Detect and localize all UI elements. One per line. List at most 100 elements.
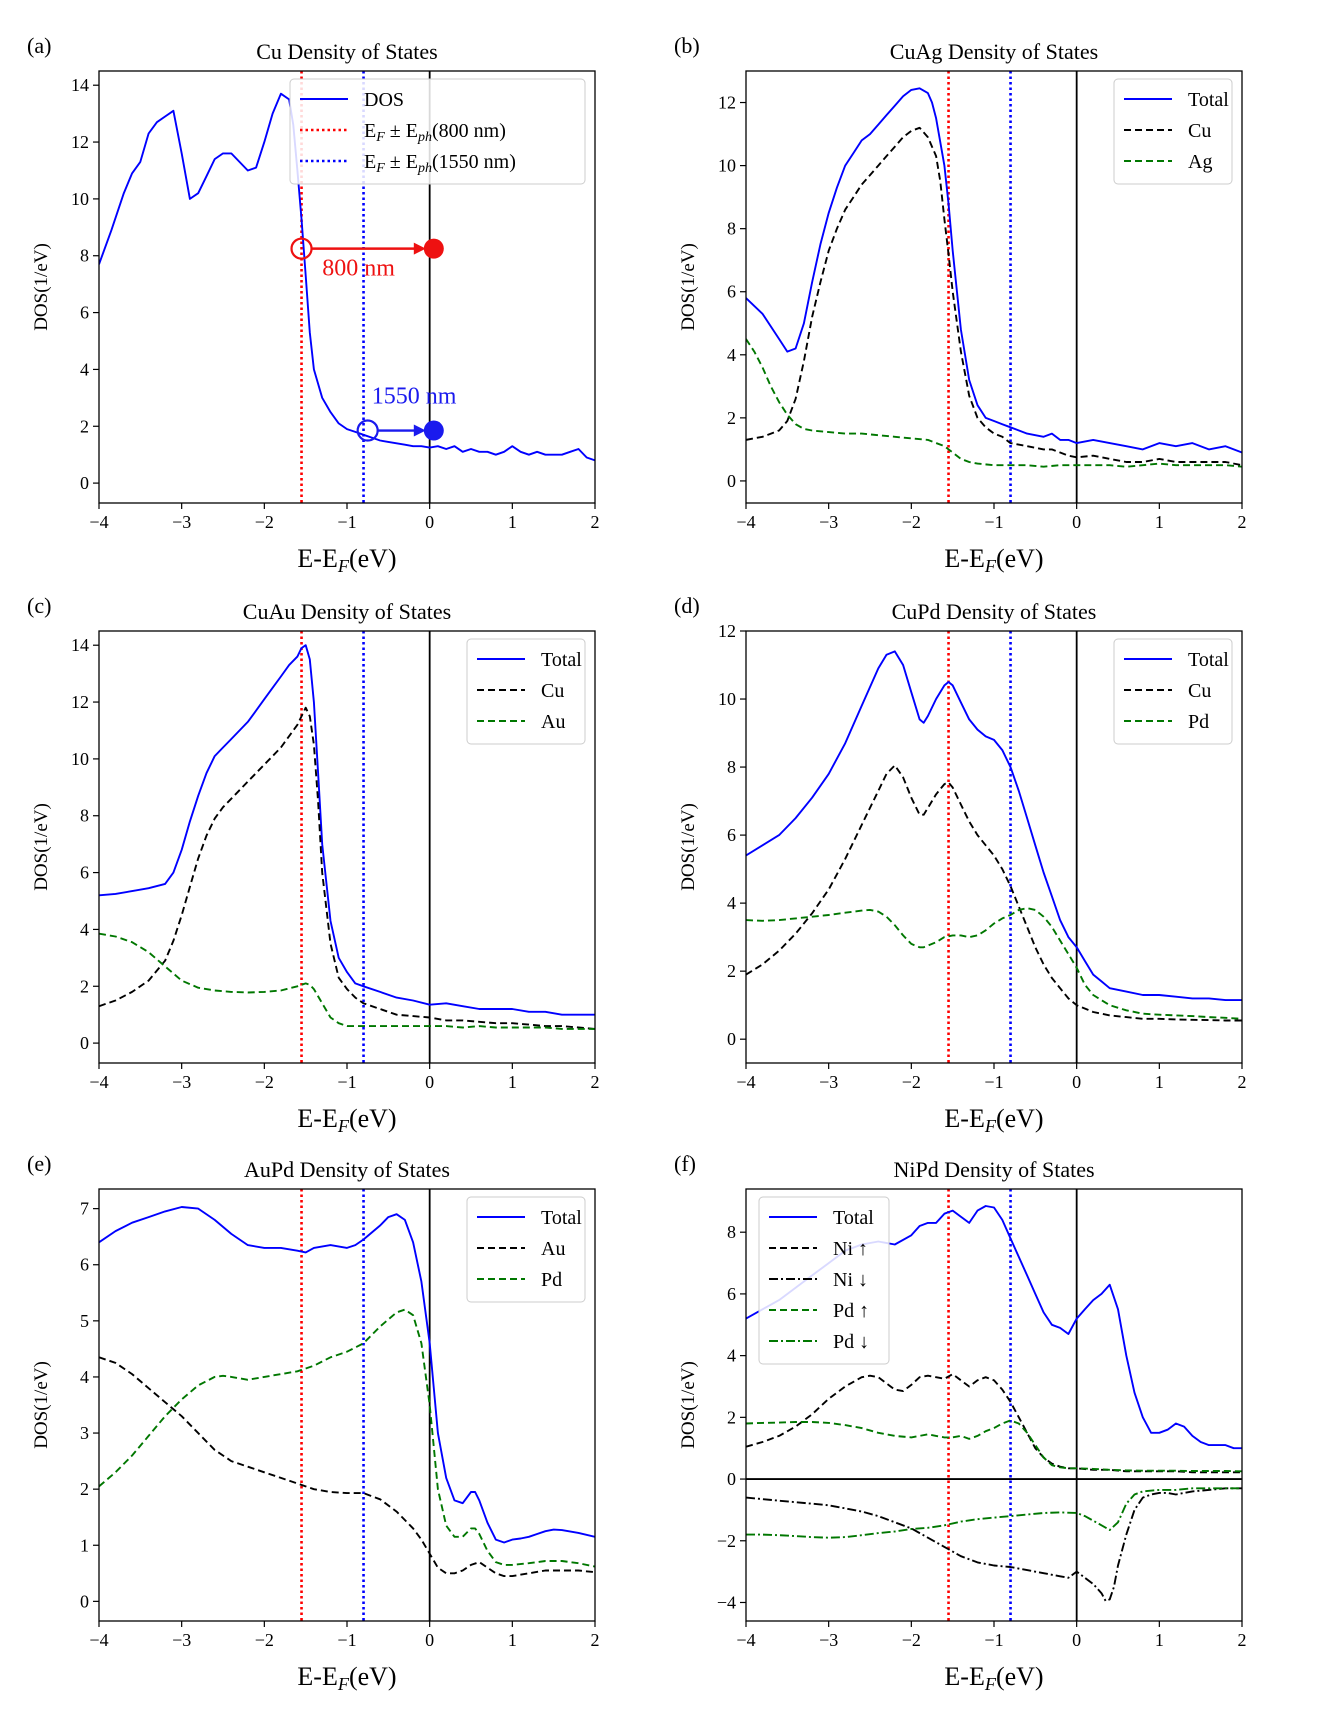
series-pd-line [99, 1308, 595, 1568]
legend-entry: Ag [1188, 151, 1212, 173]
x-axis-label: E-EF(eV) [297, 1662, 396, 1694]
y-tick-label: 0 [727, 1469, 736, 1489]
x-tick-label: 1 [1155, 512, 1164, 532]
wavelength-label: 1550 nm [372, 384, 457, 410]
x-tick-label: −4 [736, 1072, 755, 1092]
x-tick-label: 1 [508, 1630, 517, 1650]
series-dos-line [99, 92, 595, 462]
series-ag-line [746, 338, 1242, 468]
legend-entry: DOS [364, 89, 404, 111]
panel-label: (d) [674, 593, 700, 618]
y-tick-label: 2 [727, 408, 736, 428]
y-tick-label: 2 [727, 961, 736, 981]
x-tick-label: −2 [255, 1630, 274, 1650]
series-cu-line [99, 706, 595, 1030]
y-tick-label: 4 [80, 1367, 89, 1387]
y-tick-label: 8 [727, 1222, 736, 1242]
x-axis-label: E-EF(eV) [944, 544, 1043, 576]
x-tick-label: −3 [819, 1630, 838, 1650]
legend-box [1113, 638, 1233, 745]
y-tick-label: 10 [71, 749, 89, 769]
x-tick-label: 0 [1072, 512, 1081, 532]
legend-entry: Total [833, 1207, 874, 1229]
legend-box [466, 1196, 586, 1303]
y-tick-label: 10 [718, 156, 736, 176]
legend-box [466, 638, 586, 745]
legend-entry: Cu [1188, 120, 1211, 142]
y-tick-label: 0 [727, 1029, 736, 1049]
x-tick-label: −1 [984, 1630, 1003, 1650]
y-tick-label: 8 [80, 806, 89, 826]
y-axis-label: DOS(1/eV) [678, 243, 699, 331]
x-tick-label: 0 [425, 1072, 434, 1092]
x-tick-label: −1 [984, 512, 1003, 532]
x-tick-label: 2 [1238, 512, 1247, 532]
x-tick-label: 0 [1072, 1072, 1081, 1092]
legend-entry: Cu [1188, 680, 1211, 702]
legend: Total Cu Ag [1113, 78, 1233, 185]
x-tick-label: −4 [89, 1630, 108, 1650]
chart-panel-c: (c) CuAu Density of States E-EF(eV) DOS(1/e… [27, 593, 600, 1136]
series-total-line [746, 650, 1242, 1002]
axes-frame [745, 70, 1243, 504]
x-tick-label: −3 [172, 512, 191, 532]
y-tick-label: 0 [80, 473, 89, 493]
series-ni-line [746, 1487, 1242, 1602]
x-axis-label: E-EF(eV) [944, 1104, 1043, 1136]
y-tick-label: 5 [80, 1311, 89, 1331]
y-tick-label: 4 [727, 1346, 736, 1366]
legend-entry: Ni ↑ [833, 1238, 868, 1260]
initial-state-marker [290, 237, 313, 260]
axes-frame [745, 1188, 1243, 1622]
y-tick-label: 4 [727, 345, 736, 365]
x-tick-label: −4 [736, 512, 755, 532]
chart-title: CuPd Density of States [892, 599, 1097, 624]
y-tick-label: 2 [80, 976, 89, 996]
axes-frame [98, 70, 596, 504]
series-total-line [99, 644, 595, 1016]
x-tick-label: −2 [902, 1630, 921, 1650]
y-tick-label: 2 [80, 1479, 89, 1499]
y-axis-label: DOS(1/eV) [31, 1361, 52, 1449]
y-tick-label: 6 [727, 282, 736, 302]
panel-label: (a) [27, 33, 51, 58]
legend-entry: Pd [541, 1269, 562, 1291]
chart-title: CuAu Density of States [243, 599, 451, 624]
x-tick-label: 0 [425, 512, 434, 532]
y-axis-label: DOS(1/eV) [678, 803, 699, 891]
legend: Total Cu Pd [1113, 638, 1233, 745]
x-axis-label: E-EF(eV) [944, 1662, 1043, 1694]
legend-entry: Total [1188, 649, 1229, 671]
chart-title: CuAg Density of States [890, 39, 1098, 64]
x-tick-label: −1 [984, 1072, 1003, 1092]
y-tick-label: −2 [717, 1531, 736, 1551]
legend-box [1113, 78, 1233, 185]
arrow-head [413, 424, 426, 437]
legend-entry: Au [541, 1238, 565, 1260]
y-tick-label: 6 [80, 1255, 89, 1275]
y-tick-label: 0 [80, 1033, 89, 1053]
legend-entry: Total [541, 649, 582, 671]
legend-entry: EF ± Eph(1550 nm) [364, 151, 516, 176]
panel-label: (f) [674, 1151, 696, 1176]
x-tick-label: 1 [508, 512, 517, 532]
y-axis-label: DOS(1/eV) [678, 1361, 699, 1449]
x-tick-label: −3 [172, 1630, 191, 1650]
initial-state-marker [356, 419, 379, 442]
y-tick-label: 10 [718, 689, 736, 709]
legend-entry: Au [541, 711, 565, 733]
x-tick-label: 1 [1155, 1630, 1164, 1650]
y-tick-label: 8 [727, 757, 736, 777]
x-tick-label: 2 [591, 512, 600, 532]
y-tick-label: 8 [80, 246, 89, 266]
x-tick-label: −3 [819, 512, 838, 532]
y-tick-label: 3 [80, 1423, 89, 1443]
legend-entry: Total [541, 1207, 582, 1229]
x-tick-label: −1 [337, 512, 356, 532]
x-tick-label: 2 [1238, 1072, 1247, 1092]
y-tick-label: 0 [727, 471, 736, 491]
x-tick-label: −1 [337, 1072, 356, 1092]
legend: Total Ni ↑ Ni ↓ Pd ↑ Pd ↓ [758, 1196, 890, 1365]
plot-area [746, 631, 1242, 1063]
x-tick-label: 2 [591, 1072, 600, 1092]
